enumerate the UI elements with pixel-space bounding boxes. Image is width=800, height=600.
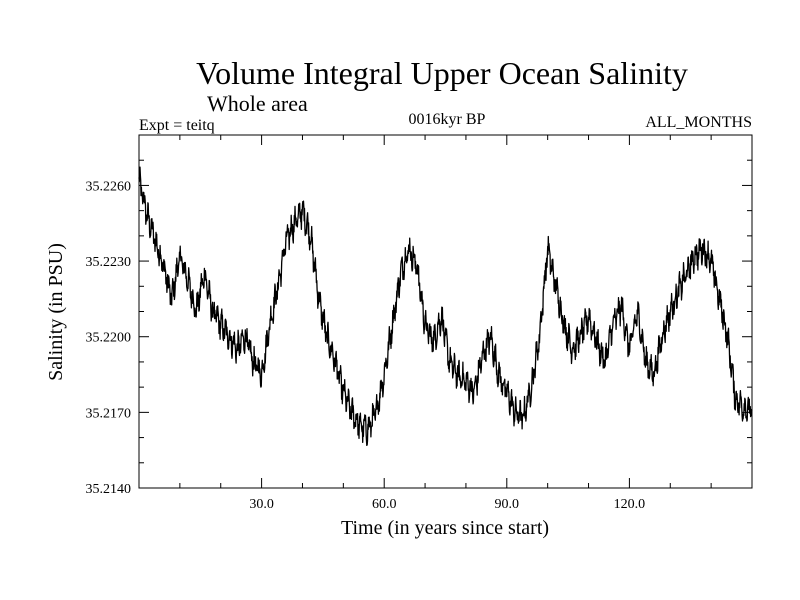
chart-subtitle: Whole area (207, 91, 308, 116)
x-axis-label: Time (in years since start) (341, 517, 549, 539)
x-tick-label: 120.0 (614, 497, 646, 512)
plot-frame (138, 134, 753, 489)
x-tick-label: 30.0 (249, 497, 274, 512)
y-tick-label: 35.2170 (86, 406, 132, 421)
series-line-salinity (138, 166, 753, 447)
y-tick-label: 35.2140 (86, 482, 132, 497)
y-tick-label: 35.2260 (86, 179, 132, 194)
period-label: 0016kyr BP (409, 111, 486, 128)
x-tick-label: 90.0 (495, 497, 520, 512)
experiment-label: Expt = teitq (139, 117, 215, 134)
months-label: ALL_MONTHS (645, 114, 752, 131)
chart-title: Volume Integral Upper Ocean Salinity (196, 55, 688, 91)
y-tick-label: 35.2230 (86, 255, 132, 270)
y-tick-label: 35.2200 (86, 331, 132, 346)
x-tick-label: 60.0 (372, 497, 397, 512)
y-axis-label: Salinity (in PSU) (45, 243, 67, 381)
